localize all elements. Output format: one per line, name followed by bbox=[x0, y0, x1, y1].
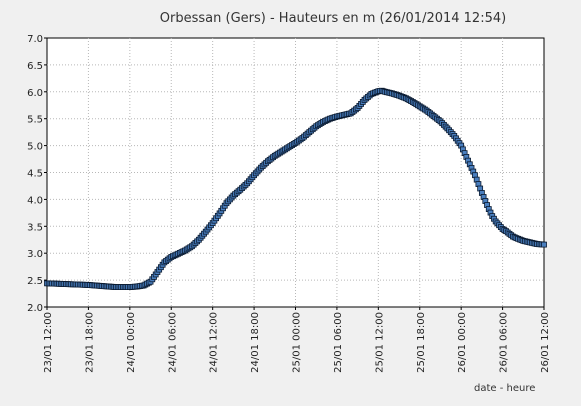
x-tick-label: 23/01 12:00 bbox=[43, 312, 54, 373]
y-tick-label: 5.5 bbox=[27, 115, 43, 126]
data-point bbox=[541, 241, 547, 248]
x-tick-label: 25/01 06:00 bbox=[333, 312, 344, 373]
x-tick-label: 24/01 12:00 bbox=[209, 312, 220, 373]
x-tick-label: 25/01 18:00 bbox=[416, 312, 427, 373]
y-tick-label: 4.0 bbox=[27, 195, 43, 206]
x-tick-label: 24/01 18:00 bbox=[250, 312, 261, 373]
x-tick-label: 23/01 18:00 bbox=[84, 312, 95, 373]
y-tick-label: 2.5 bbox=[27, 276, 43, 287]
x-tick-label: 24/01 06:00 bbox=[167, 312, 178, 373]
x-tick-label: 25/01 12:00 bbox=[374, 312, 385, 373]
x-tick-label: 26/01 00:00 bbox=[457, 312, 468, 373]
y-axis: 2.0 2.5 3.0 3.5 4.0 4.5 5.0 5.5 6.0 6.5 7.0 bbox=[27, 34, 47, 314]
y-tick-label: 4.5 bbox=[27, 169, 43, 180]
y-tick-label: 3.5 bbox=[27, 222, 43, 233]
x-axis-label: date - heure bbox=[474, 383, 535, 394]
chart-title: Orbessan (Gers) - Hauteurs en m (26/01/2… bbox=[160, 11, 506, 26]
y-tick-label: 2.0 bbox=[27, 303, 43, 314]
x-tick-label: 26/01 12:00 bbox=[540, 312, 551, 373]
data-series bbox=[44, 87, 547, 290]
x-axis: 23/01 12:00 23/01 18:00 24/01 00:00 24/01 0… bbox=[43, 307, 551, 373]
x-tick-label: 25/01 00:00 bbox=[292, 312, 303, 373]
x-tick-label: 26/01 06:00 bbox=[499, 312, 510, 373]
y-tick-label: 5.0 bbox=[27, 142, 43, 153]
y-tick-label: 6.0 bbox=[27, 88, 43, 99]
y-tick-label: 6.5 bbox=[27, 61, 43, 72]
y-tick-label: 7.0 bbox=[27, 34, 43, 45]
y-tick-label: 3.0 bbox=[27, 249, 43, 260]
x-tick-label: 24/01 00:00 bbox=[126, 312, 137, 373]
